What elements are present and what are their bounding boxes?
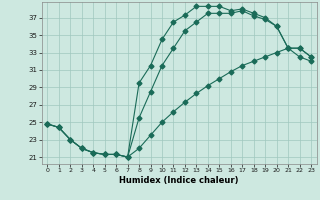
X-axis label: Humidex (Indice chaleur): Humidex (Indice chaleur): [119, 176, 239, 185]
